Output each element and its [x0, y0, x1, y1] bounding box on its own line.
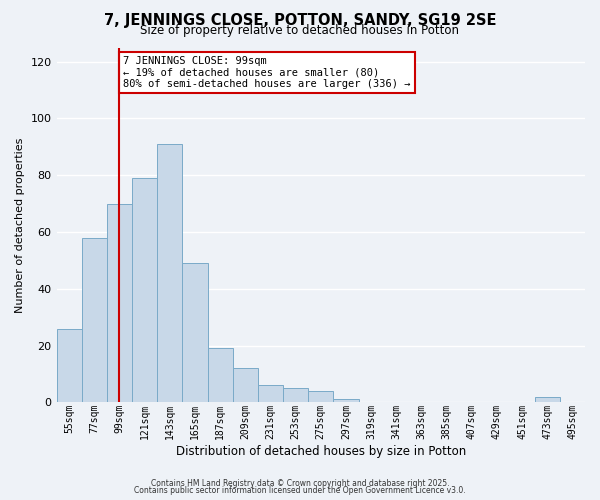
- Bar: [107, 204, 132, 402]
- Bar: [535, 396, 560, 402]
- Bar: [82, 238, 107, 402]
- Text: Size of property relative to detached houses in Potton: Size of property relative to detached ho…: [140, 24, 460, 37]
- Bar: [56, 328, 82, 402]
- Text: Contains HM Land Registry data © Crown copyright and database right 2025.: Contains HM Land Registry data © Crown c…: [151, 478, 449, 488]
- Bar: [208, 348, 233, 403]
- X-axis label: Distribution of detached houses by size in Potton: Distribution of detached houses by size …: [176, 444, 466, 458]
- Bar: [334, 400, 359, 402]
- Text: 7, JENNINGS CLOSE, POTTON, SANDY, SG19 2SE: 7, JENNINGS CLOSE, POTTON, SANDY, SG19 2…: [104, 12, 496, 28]
- Text: Contains public sector information licensed under the Open Government Licence v3: Contains public sector information licen…: [134, 486, 466, 495]
- Y-axis label: Number of detached properties: Number of detached properties: [15, 137, 25, 312]
- Bar: [283, 388, 308, 402]
- Bar: [182, 263, 208, 402]
- Bar: [157, 144, 182, 403]
- Bar: [308, 391, 334, 402]
- Bar: [258, 386, 283, 402]
- Bar: [132, 178, 157, 402]
- Text: 7 JENNINGS CLOSE: 99sqm
← 19% of detached houses are smaller (80)
80% of semi-de: 7 JENNINGS CLOSE: 99sqm ← 19% of detache…: [123, 56, 411, 89]
- Bar: [233, 368, 258, 402]
